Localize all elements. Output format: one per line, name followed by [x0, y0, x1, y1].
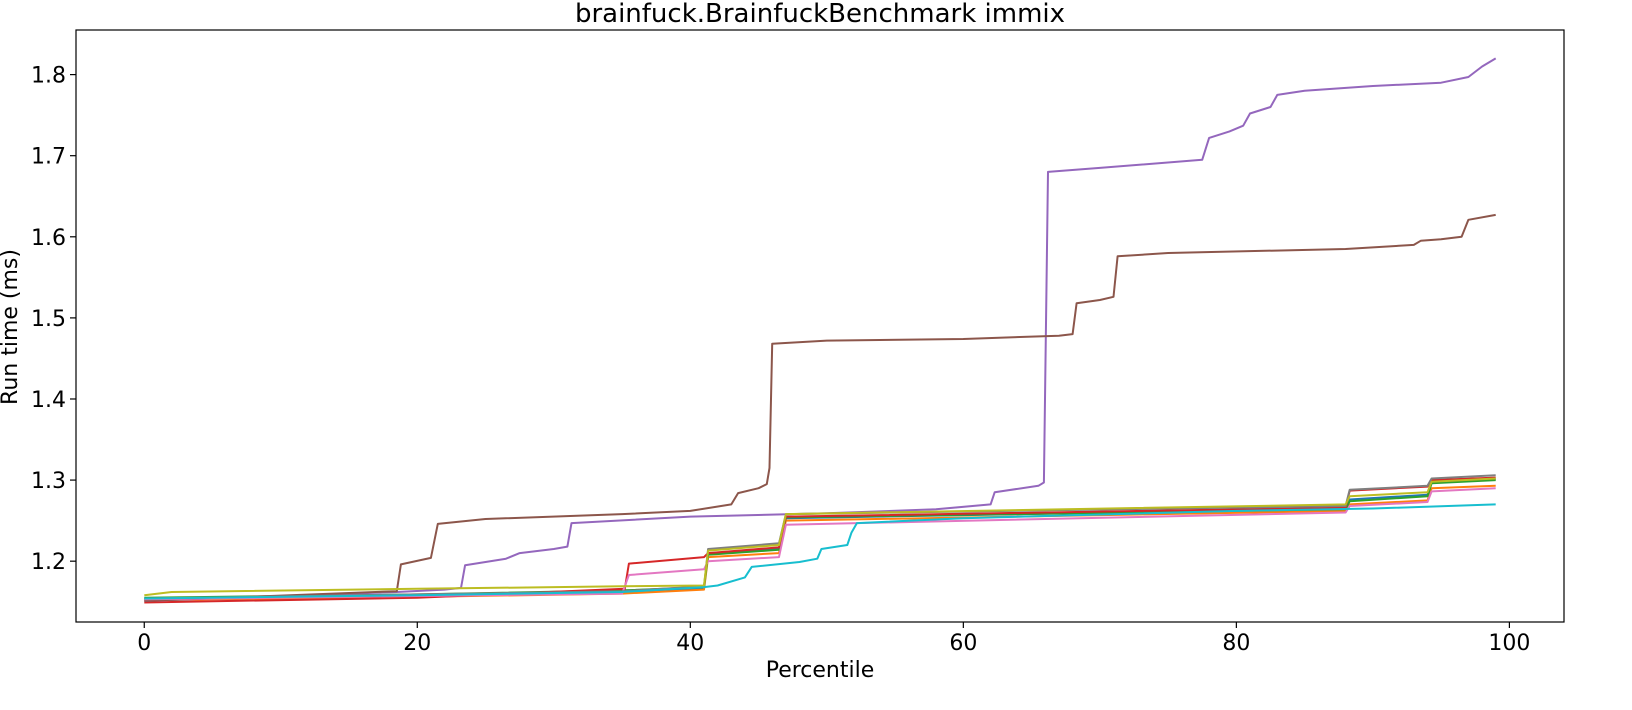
x-tick-label: 100 — [1488, 631, 1530, 656]
series-line-8 — [144, 474, 1496, 600]
x-tick-label: 40 — [676, 631, 704, 656]
series-line-5 — [144, 57, 1497, 602]
y-tick-label: 1.2 — [31, 550, 66, 575]
series-line-1 — [144, 478, 1496, 601]
x-axis: 0 20 40 60 80 100 — [137, 622, 1530, 656]
chart-title: brainfuck.BrainfuckBenchmark immix — [575, 0, 1065, 29]
x-axis-label: Percentile — [766, 658, 875, 683]
series-line-9 — [144, 477, 1496, 597]
series-line-2 — [144, 484, 1496, 602]
x-tick-label: 60 — [949, 631, 977, 656]
y-tick-label: 1.8 — [31, 64, 66, 89]
y-axis-label: Run time (ms) — [0, 249, 23, 405]
series-line-10 — [144, 503, 1496, 600]
y-tick-label: 1.4 — [31, 388, 66, 413]
y-tick-label: 1.5 — [31, 307, 66, 332]
series-line-7 — [144, 487, 1496, 601]
x-tick-label: 20 — [403, 631, 431, 656]
series-line-3 — [144, 479, 1496, 599]
plot-frame — [75, 29, 1565, 623]
x-tick-label: 80 — [1222, 631, 1250, 656]
y-axis: 1.2 1.3 1.4 1.5 1.6 1.7 1.8 — [31, 64, 76, 575]
series-line-6 — [144, 213, 1496, 602]
x-tick-label: 0 — [137, 631, 151, 656]
y-tick-label: 1.6 — [31, 226, 66, 251]
series-line-4 — [144, 476, 1496, 604]
y-tick-label: 1.3 — [31, 469, 66, 494]
plot-area — [144, 57, 1497, 604]
y-tick-label: 1.7 — [31, 145, 66, 170]
